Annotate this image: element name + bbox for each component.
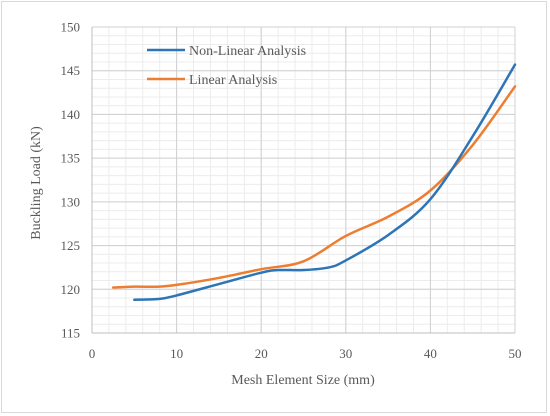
legend: Non-Linear Analysis Linear Analysis xyxy=(147,44,306,88)
axes: 0 10 20 30 40 50 115 120 125 130 135 140 145 150 xyxy=(61,20,522,362)
x-axis-title: Mesh Element Size (mm) xyxy=(231,373,375,388)
y-tick-label: 120 xyxy=(61,282,81,297)
series-lines xyxy=(111,63,517,302)
y-tick-label: 150 xyxy=(61,20,81,35)
x-tick-label: 40 xyxy=(424,346,437,361)
series-line-linear xyxy=(111,85,517,289)
y-tick-label: 125 xyxy=(61,238,81,253)
y-tick-label: 115 xyxy=(61,326,80,341)
legend-label-non-linear: Non-Linear Analysis xyxy=(189,44,306,59)
x-tick-label: 10 xyxy=(170,346,183,361)
legend-label-linear: Linear Analysis xyxy=(189,73,277,88)
y-tick-label: 140 xyxy=(61,107,81,122)
x-tick-label: 0 xyxy=(89,346,96,361)
series-line-non-linear xyxy=(133,63,517,302)
x-tick-label: 20 xyxy=(255,346,268,361)
x-tick-label: 30 xyxy=(339,346,352,361)
y-tick-label: 135 xyxy=(61,151,81,166)
y-tick-label: 145 xyxy=(61,63,81,78)
y-tick-label: 130 xyxy=(61,194,81,209)
y-axis-title: Buckling Load (kN) xyxy=(29,126,44,240)
x-tick-label: 50 xyxy=(509,346,522,361)
